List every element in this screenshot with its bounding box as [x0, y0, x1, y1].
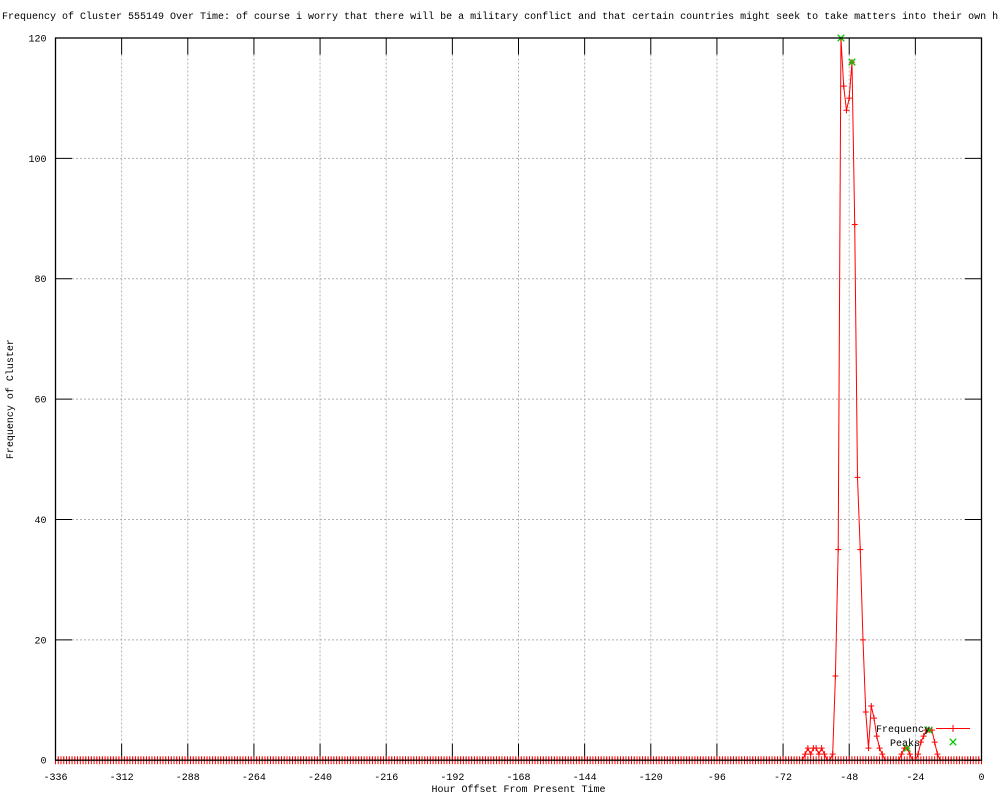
svg-text:0: 0 — [40, 757, 46, 768]
svg-text:-336: -336 — [43, 773, 67, 784]
svg-text:60: 60 — [34, 396, 46, 407]
svg-text:-288: -288 — [176, 773, 200, 784]
svg-text:-48: -48 — [840, 773, 858, 784]
svg-text:-216: -216 — [374, 773, 398, 784]
svg-text:-120: -120 — [639, 773, 663, 784]
svg-text:-24: -24 — [906, 773, 924, 784]
svg-text:-192: -192 — [440, 773, 464, 784]
svg-text:120: 120 — [28, 35, 46, 46]
svg-text:20: 20 — [34, 636, 46, 647]
svg-text:Frequency of Cluster: Frequency of Cluster — [5, 339, 17, 459]
svg-text:-240: -240 — [308, 773, 332, 784]
svg-text:Peaks: Peaks — [890, 738, 920, 750]
svg-text:-144: -144 — [573, 773, 597, 784]
svg-text:-72: -72 — [774, 773, 792, 784]
svg-text:Hour Offset From Present Time: Hour Offset From Present Time — [431, 784, 605, 796]
svg-text:Frequency: Frequency — [876, 725, 930, 736]
svg-text:-96: -96 — [708, 773, 726, 784]
svg-text:40: 40 — [34, 516, 46, 527]
svg-text:0: 0 — [978, 773, 984, 784]
svg-text:-168: -168 — [506, 773, 530, 784]
svg-text:-312: -312 — [110, 773, 134, 784]
svg-text:80: 80 — [34, 275, 46, 286]
svg-text:-264: -264 — [242, 773, 266, 784]
svg-text:100: 100 — [28, 155, 46, 166]
